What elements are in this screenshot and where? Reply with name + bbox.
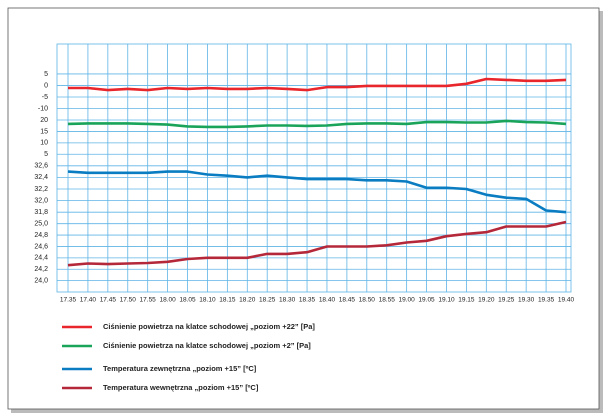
data-line <box>67 119 567 129</box>
x-tick-label: 18.30 <box>279 297 296 304</box>
x-tick-label: 19.30 <box>518 297 535 304</box>
y-tick-label: 5 <box>44 71 48 78</box>
y-tick-label: 32,0 <box>34 197 48 204</box>
x-tick-label: 18.05 <box>179 297 196 304</box>
y-tick-label: 15 <box>40 128 48 135</box>
y-tick-label: -5 <box>42 94 48 101</box>
x-tick-label: 18.25 <box>259 297 276 304</box>
x-tick-label: 19.15 <box>458 297 475 304</box>
x-tick-label: 17.45 <box>100 297 117 304</box>
x-tick-label: 19.20 <box>478 297 495 304</box>
plot-area <box>56 43 572 293</box>
x-tick-label: 18.00 <box>159 297 176 304</box>
x-tick-label: 19.40 <box>558 297 575 304</box>
x-tick-label: 17.55 <box>140 297 157 304</box>
legend-label: Ciśnienie powietrza na klatce schodowej … <box>103 341 311 350</box>
x-tick-label: 18.55 <box>379 297 396 304</box>
x-tick-label: 17.40 <box>80 297 97 304</box>
x-tick-label: 19.35 <box>538 297 555 304</box>
x-tick-label: 19.25 <box>498 297 515 304</box>
x-tick-label: 17.50 <box>120 297 137 304</box>
x-tick-label: 18.20 <box>239 297 256 304</box>
x-tick-label: 19.10 <box>438 297 455 304</box>
y-tick-label: 24,2 <box>34 266 48 273</box>
y-tick-label: 32,2 <box>34 186 48 193</box>
legend-label: Temperatura wewnętrzna „poziom +15” [ºC] <box>103 383 259 392</box>
legend-label: Ciśnienie powietrza na klatce schodowej … <box>103 322 315 331</box>
data-line <box>67 220 567 267</box>
y-tick-label: 24,0 <box>34 277 48 284</box>
y-tick-label: 25,0 <box>34 221 48 228</box>
x-tick-label: 18.10 <box>199 297 216 304</box>
y-tick-label: 32,4 <box>34 174 48 181</box>
x-tick-label: 18.35 <box>299 297 316 304</box>
y-tick-label: -10 <box>38 105 48 112</box>
y-tick-label: 20 <box>40 117 48 124</box>
y-tick-label: 24,4 <box>34 255 48 262</box>
y-tick-label: 0 <box>44 82 48 89</box>
data-line <box>67 170 567 214</box>
x-tick-label: 19.00 <box>398 297 415 304</box>
x-tick-label: 19.05 <box>418 297 435 304</box>
y-tick-label: 31,8 <box>34 209 48 216</box>
y-tick-label: 24,8 <box>34 232 48 239</box>
x-tick-label: 18.15 <box>219 297 236 304</box>
y-tick-label: 5 <box>44 151 48 158</box>
x-tick-label: 17.35 <box>60 297 77 304</box>
y-tick-label: 24,6 <box>34 243 48 250</box>
y-tick-label: 32,6 <box>34 163 48 170</box>
legend-label: Temperatura zewnętrzna „poziom +15” [ºC] <box>103 364 257 373</box>
x-tick-label: 18.50 <box>359 297 376 304</box>
x-tick-label: 18.45 <box>339 297 356 304</box>
x-tick-label: 18.40 <box>319 297 336 304</box>
data-line <box>68 77 567 92</box>
y-tick-label: 10 <box>40 140 48 147</box>
